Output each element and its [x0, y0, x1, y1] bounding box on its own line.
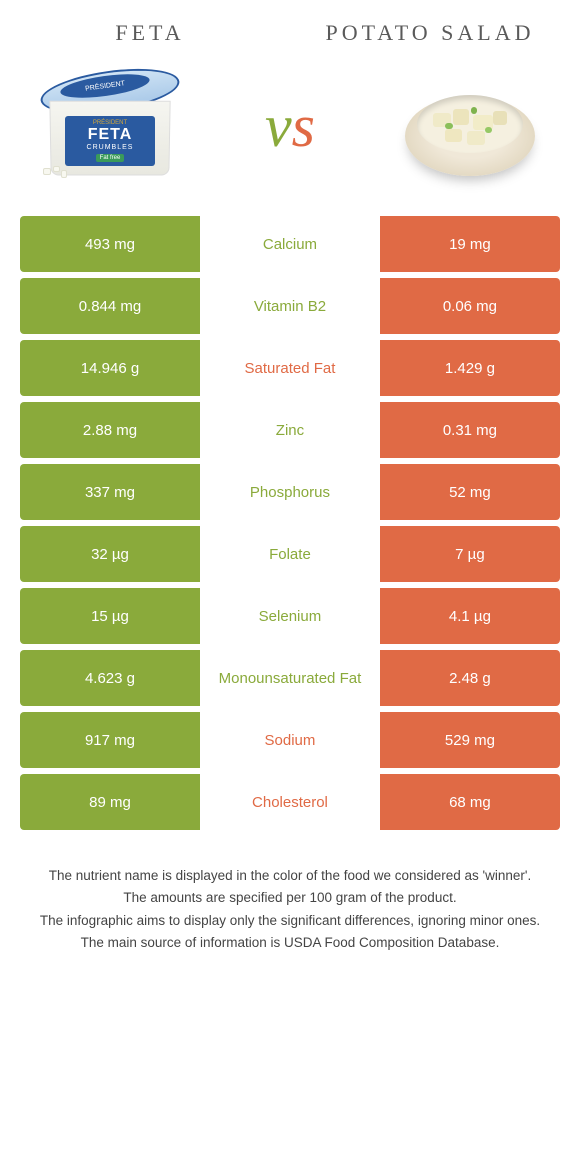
value-left: 0.844 mg — [20, 278, 200, 334]
hero-row: PRÉSIDENT PRÉSIDENT FETA CRUMBLES Fat fr… — [0, 56, 580, 216]
value-right: 7 µg — [380, 526, 560, 582]
value-right: 68 mg — [380, 774, 560, 830]
feta-front-label: PRÉSIDENT FETA CRUMBLES Fat free — [65, 116, 155, 166]
value-right: 0.06 mg — [380, 278, 560, 334]
value-left: 917 mg — [20, 712, 200, 768]
table-row: 337 mgPhosphorus52 mg — [20, 464, 560, 520]
header: Feta Potato Salad — [0, 0, 580, 56]
table-row: 4.623 gMonounsaturated Fat2.48 g — [20, 650, 560, 706]
value-left: 14.946 g — [20, 340, 200, 396]
value-left: 32 µg — [20, 526, 200, 582]
vs-s: s — [292, 92, 315, 161]
value-left: 89 mg — [20, 774, 200, 830]
feta-sub-text: CRUMBLES — [87, 144, 134, 152]
value-right: 1.429 g — [380, 340, 560, 396]
nutrient-label: Sodium — [200, 712, 380, 768]
nutrient-label: Cholesterol — [200, 774, 380, 830]
table-row: 493 mgCalcium19 mg — [20, 216, 560, 272]
title-right: Potato Salad — [304, 20, 556, 46]
footer-line-1: The nutrient name is displayed in the co… — [30, 866, 550, 886]
table-row: 89 mgCholesterol68 mg — [20, 774, 560, 830]
table-row: 32 µgFolate7 µg — [20, 526, 560, 582]
vs-v: v — [265, 92, 292, 161]
nutrient-label: Folate — [200, 526, 380, 582]
table-row: 15 µgSelenium4.1 µg — [20, 588, 560, 644]
nutrient-label: Zinc — [200, 402, 380, 458]
nutrient-label: Calcium — [200, 216, 380, 272]
nutrient-label: Phosphorus — [200, 464, 380, 520]
feta-image: PRÉSIDENT PRÉSIDENT FETA CRUMBLES Fat fr… — [30, 56, 190, 196]
value-right: 52 mg — [380, 464, 560, 520]
feta-brand-text: PRÉSIDENT — [93, 120, 127, 127]
nutrient-label: Selenium — [200, 588, 380, 644]
table-row: 0.844 mgVitamin B20.06 mg — [20, 278, 560, 334]
value-left: 15 µg — [20, 588, 200, 644]
footer-line-4: The main source of information is USDA F… — [30, 933, 550, 953]
vs-label: vs — [265, 92, 315, 161]
value-left: 4.623 g — [20, 650, 200, 706]
value-right: 529 mg — [380, 712, 560, 768]
value-right: 0.31 mg — [380, 402, 560, 458]
comparison-table: 493 mgCalcium19 mg 0.844 mgVitamin B20.06… — [0, 216, 580, 830]
value-left: 2.88 mg — [20, 402, 200, 458]
feta-name-text: FETA — [88, 126, 133, 144]
title-left: Feta — [24, 20, 276, 46]
potato-salad-image — [390, 56, 550, 196]
nutrient-label: Saturated Fat — [200, 340, 380, 396]
table-row: 917 mgSodium529 mg — [20, 712, 560, 768]
value-right: 2.48 g — [380, 650, 560, 706]
table-row: 2.88 mgZinc0.31 mg — [20, 402, 560, 458]
value-right: 19 mg — [380, 216, 560, 272]
value-right: 4.1 µg — [380, 588, 560, 644]
nutrient-label: Monounsaturated Fat — [200, 650, 380, 706]
footer-notes: The nutrient name is displayed in the co… — [0, 836, 580, 953]
nutrient-label: Vitamin B2 — [200, 278, 380, 334]
value-left: 493 mg — [20, 216, 200, 272]
table-row: 14.946 gSaturated Fat1.429 g — [20, 340, 560, 396]
footer-line-2: The amounts are specified per 100 gram o… — [30, 888, 550, 908]
feta-tag-text: Fat free — [96, 154, 125, 163]
footer-line-3: The infographic aims to display only the… — [30, 911, 550, 931]
value-left: 337 mg — [20, 464, 200, 520]
